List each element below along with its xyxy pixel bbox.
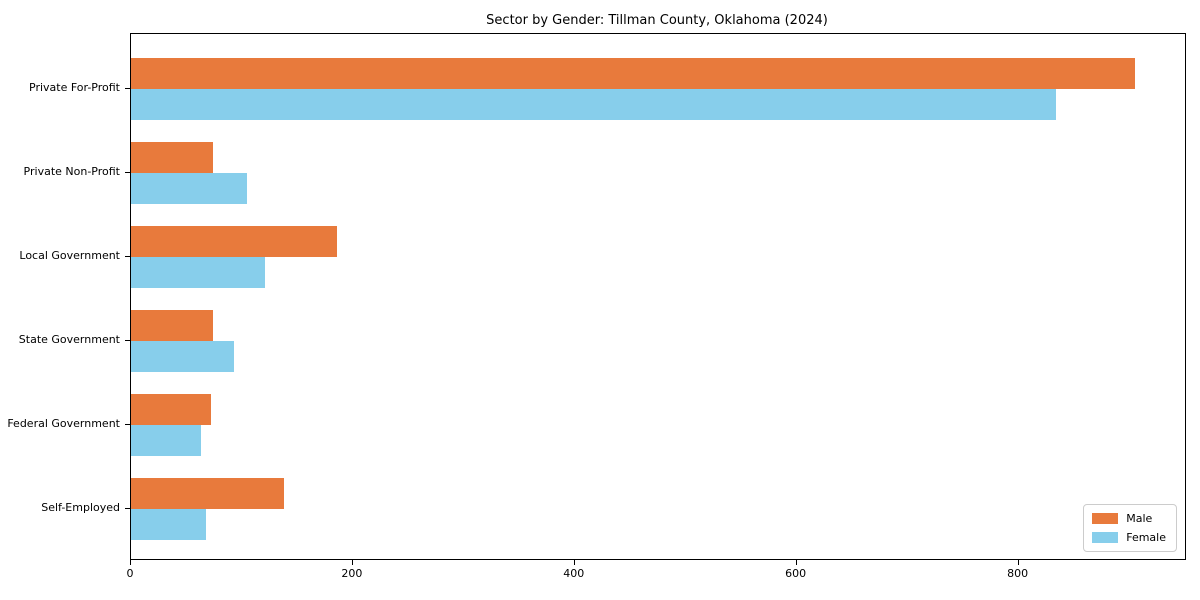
legend: Male Female xyxy=(1083,504,1177,552)
bar-male-6 xyxy=(131,478,285,509)
legend-item-female: Female xyxy=(1092,531,1166,544)
x-axis-tick xyxy=(130,560,132,565)
x-axis-tick xyxy=(1017,560,1019,565)
bar-female-2 xyxy=(131,173,248,204)
bar-male-1 xyxy=(131,58,1136,89)
x-axis-tick xyxy=(573,560,576,565)
bar-male-3 xyxy=(131,226,338,257)
bar-male-2 xyxy=(131,142,214,173)
x-axis-tick-label: 0 xyxy=(126,567,134,580)
x-axis-tick-label: 400 xyxy=(563,567,585,580)
x-axis-tick-label: 600 xyxy=(785,567,807,580)
legend-swatch-female-icon xyxy=(1092,532,1119,543)
plot-area: Male Female xyxy=(130,33,1186,560)
y-axis-tick xyxy=(125,424,130,426)
chart-title: Sector by Gender: Tillman County, Oklaho… xyxy=(486,13,828,28)
y-axis-tick xyxy=(125,256,130,258)
y-axis-category-label: Local Government xyxy=(19,249,120,262)
bar-female-5 xyxy=(131,425,201,456)
bar-male-5 xyxy=(131,394,211,425)
y-axis-tick xyxy=(125,508,130,510)
bar-female-6 xyxy=(131,509,207,540)
y-axis-category-label: State Government xyxy=(18,333,120,346)
y-axis-tick xyxy=(125,340,130,342)
x-axis-tick xyxy=(795,560,797,565)
x-axis-tick xyxy=(351,560,354,565)
y-axis-category-label: Private For-Profit xyxy=(29,81,120,94)
legend-label-female: Female xyxy=(1126,531,1166,544)
legend-item-male: Male xyxy=(1092,512,1166,525)
legend-swatch-male-icon xyxy=(1092,513,1119,524)
bar-female-1 xyxy=(131,89,1057,120)
y-axis-tick xyxy=(125,88,130,90)
legend-label-male: Male xyxy=(1126,512,1153,525)
bar-female-3 xyxy=(131,257,266,288)
y-axis-tick xyxy=(125,172,130,174)
bar-female-4 xyxy=(131,341,235,372)
bar-male-4 xyxy=(131,310,214,341)
x-axis-tick-label: 200 xyxy=(341,567,363,580)
y-axis-category-label: Self-Employed xyxy=(41,501,120,514)
x-axis-tick-label: 800 xyxy=(1007,567,1029,580)
y-axis-category-label: Private Non-Profit xyxy=(23,165,120,178)
y-axis-category-label: Federal Government xyxy=(7,417,120,430)
